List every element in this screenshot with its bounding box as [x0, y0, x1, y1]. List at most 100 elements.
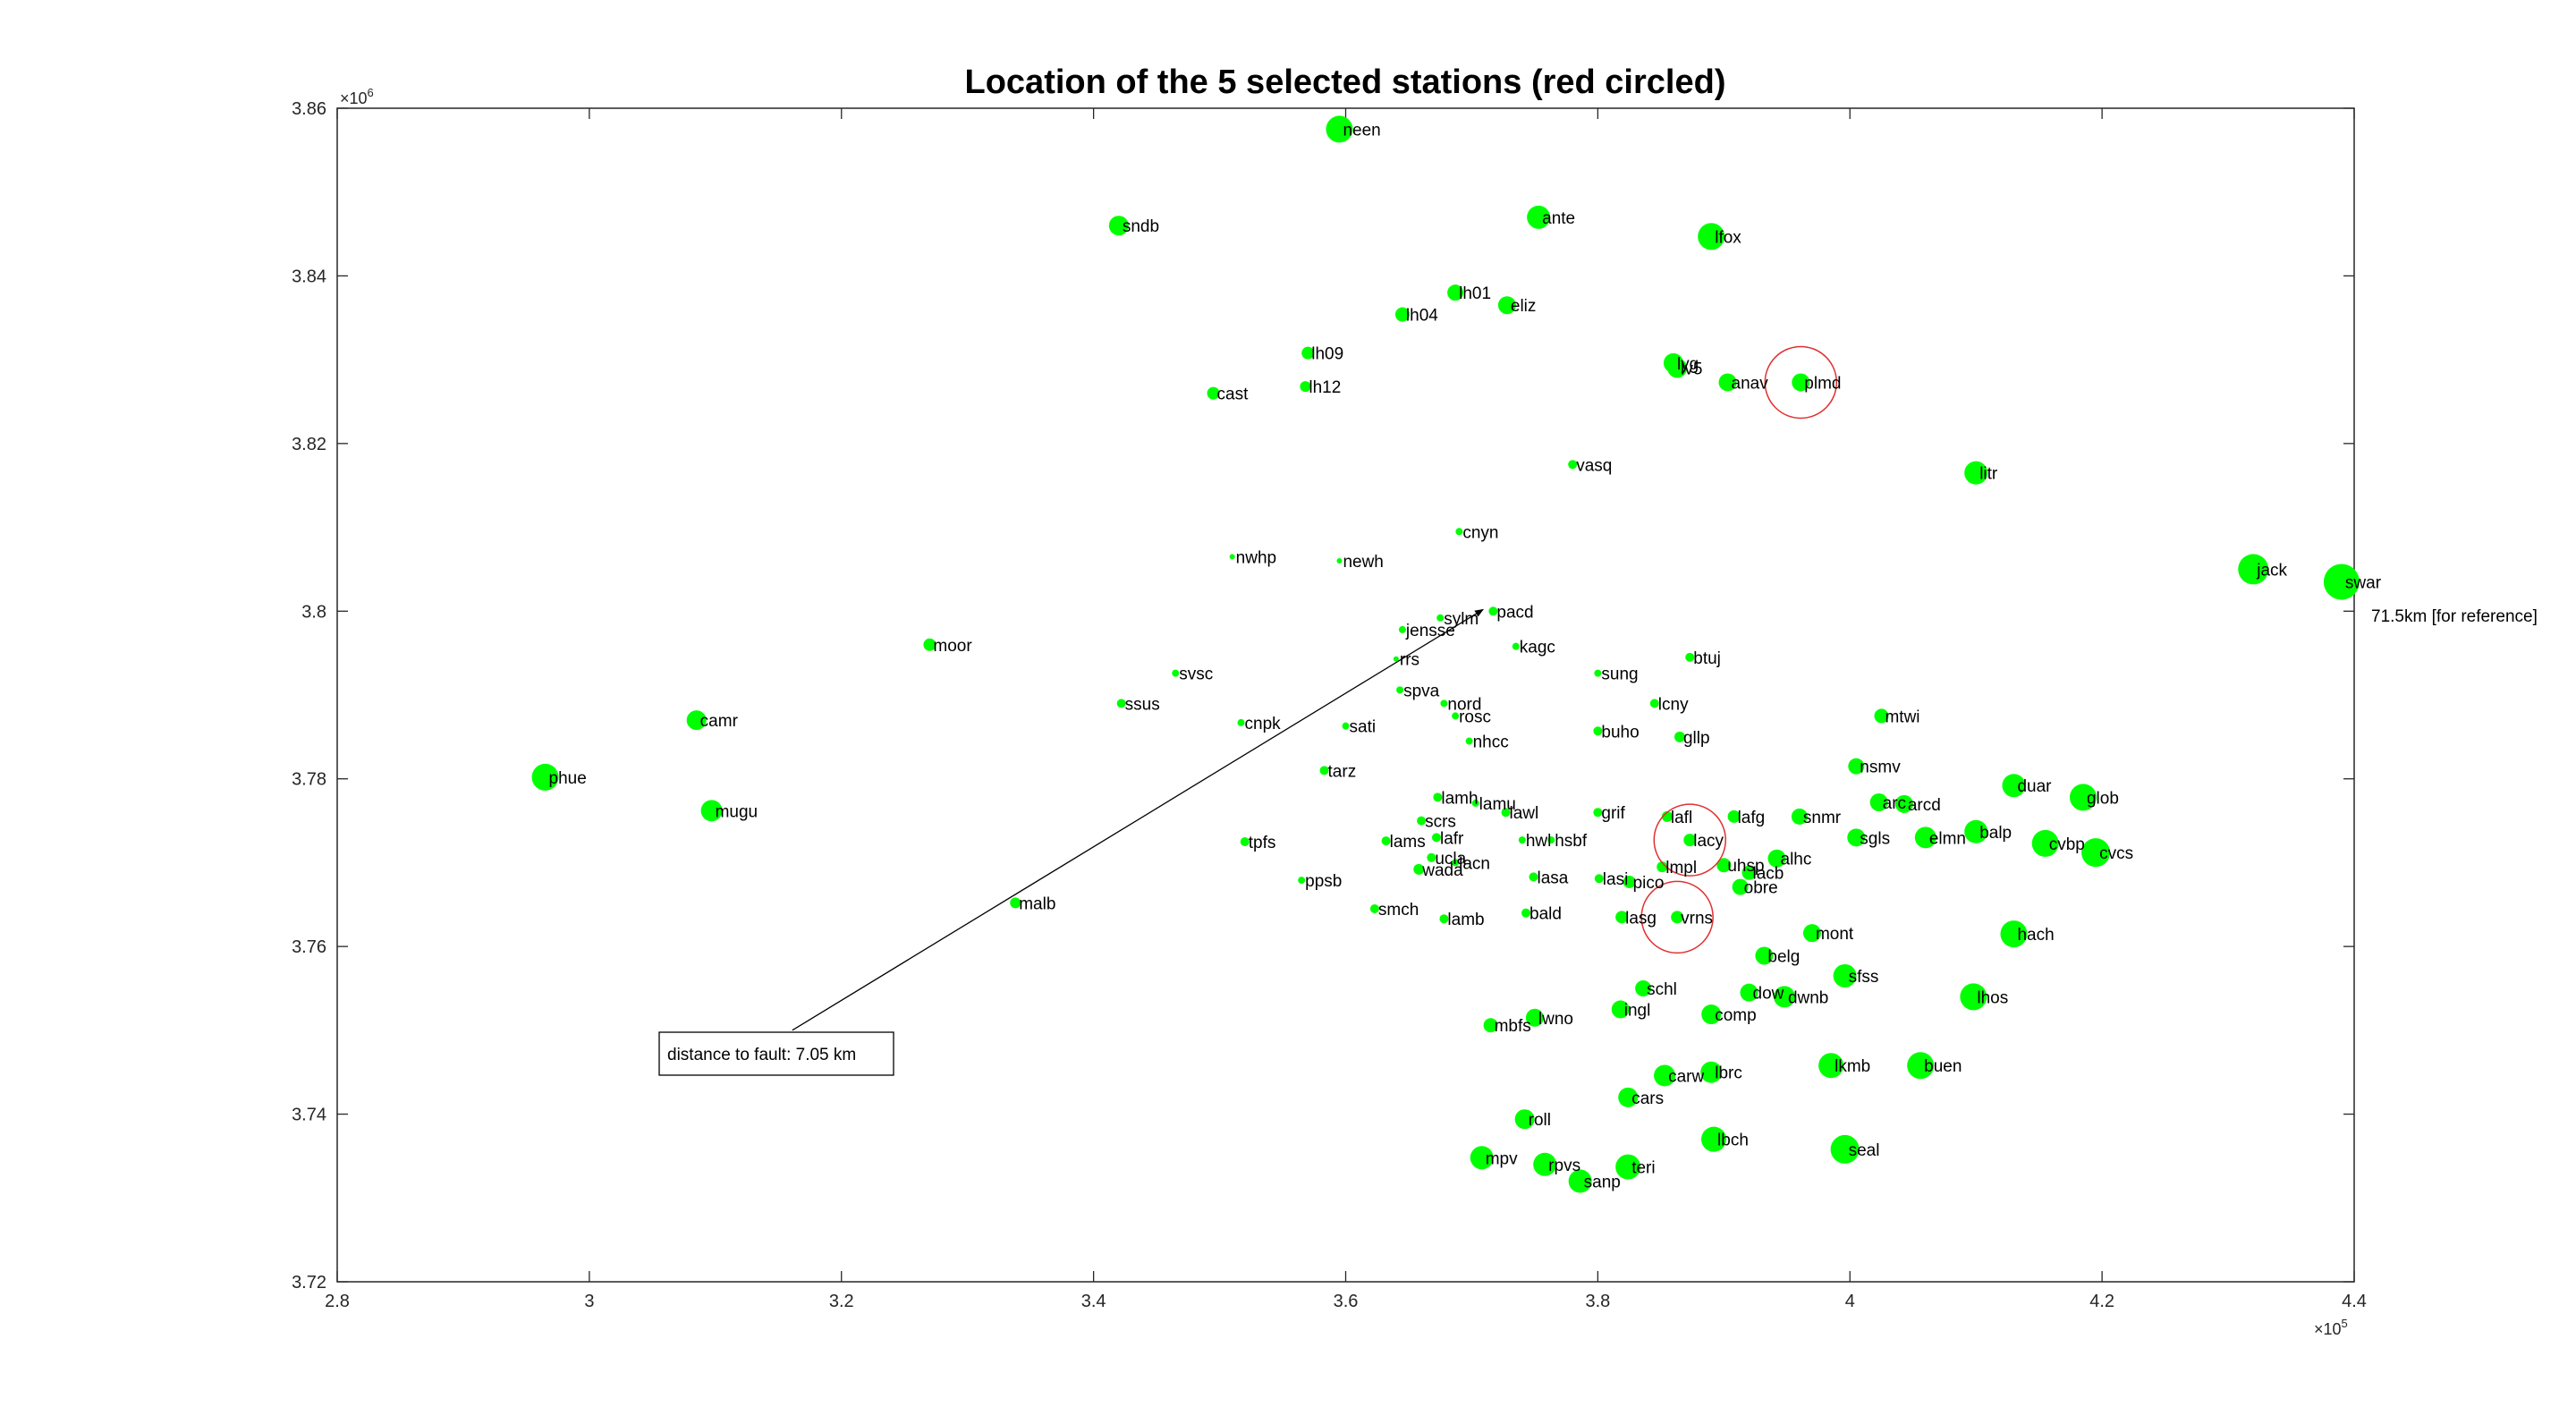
station-marker-lh04	[1394, 307, 1410, 322]
station-marker-pacd	[1488, 606, 1498, 616]
station-label-moor: moor	[933, 637, 972, 656]
y-tick-label: 3.84	[292, 267, 326, 286]
station-label-arc: arc	[1883, 794, 1906, 813]
station-label-uhsp: uhsp	[1727, 857, 1764, 876]
station-label-schl: schl	[1647, 980, 1677, 999]
x-exponent-power: 5	[2342, 1317, 2348, 1330]
station-marker-vasq	[1568, 460, 1578, 470]
station-marker-svsc	[1172, 669, 1180, 677]
fault-distance-arrow	[792, 608, 1484, 1031]
station-label-lh09: lh09	[1311, 345, 1343, 364]
station-marker-sfss	[1833, 963, 1857, 987]
station-label-lfox: lfox	[1715, 228, 1741, 247]
station-label-nord: nord	[1447, 695, 1481, 714]
y-tick-label: 3.86	[292, 99, 326, 119]
station-marker-spva	[1396, 686, 1404, 694]
station-label-lacb: lacb	[1753, 865, 1784, 884]
station-marker-balp	[1964, 819, 1988, 843]
selected-ring-vrns	[1640, 880, 1714, 954]
station-marker-lh12	[1300, 381, 1311, 393]
station-marker-lmpl	[1657, 861, 1668, 873]
station-marker-lacy	[1683, 834, 1697, 847]
station-label-ingl: ingl	[1624, 1001, 1651, 1020]
station-marker-arc	[1869, 793, 1888, 811]
station-marker-vrns	[1671, 911, 1684, 924]
station-marker-moor	[923, 638, 936, 651]
selected-ring-plmd	[1764, 345, 1838, 420]
station-label-lbrc: lbrc	[1715, 1064, 1742, 1083]
station-marker-elmn	[1914, 826, 1936, 849]
station-marker-gllp	[1674, 731, 1685, 742]
station-label-bald: bald	[1530, 905, 1562, 924]
station-label-cnpk: cnpk	[1245, 715, 1282, 733]
station-marker-hsbf	[1547, 836, 1555, 844]
station-marker-plmd	[1792, 373, 1810, 392]
station-marker-eliz	[1497, 296, 1516, 315]
station-label-cnyn: cnyn	[1462, 523, 1498, 542]
station-label-comp: comp	[1715, 1006, 1756, 1025]
x-tick-label: 4	[1845, 1292, 1855, 1311]
station-marker-cast	[1207, 386, 1220, 400]
station-marker-lhos	[1960, 983, 1987, 1011]
station-marker-scrs	[1417, 816, 1427, 826]
stations-layer	[531, 115, 2360, 1193]
station-marker-cvbp	[2031, 829, 2059, 857]
station-marker-lamb	[1439, 914, 1449, 924]
station-label-lasi: lasi	[1603, 870, 1629, 889]
station-marker-lv5	[1667, 358, 1688, 378]
station-label-eliz: eliz	[1511, 297, 1537, 316]
station-label-sanp: sanp	[1584, 1174, 1621, 1192]
distance-box-frame	[658, 1031, 894, 1076]
plot-area	[336, 107, 2355, 1283]
station-marker-mugu	[700, 800, 723, 822]
station-marker-nord	[1440, 699, 1448, 708]
station-label-nhcc: nhcc	[1473, 733, 1509, 752]
x-exponent-times: ×	[2314, 1320, 2324, 1338]
station-label-lamh: lamh	[1441, 789, 1478, 808]
station-label-mont: mont	[1816, 925, 1854, 944]
station-label-spva: spva	[1403, 682, 1440, 700]
station-label-rpvs: rpvs	[1548, 1157, 1580, 1175]
station-label-ucla: ucla	[1435, 850, 1466, 869]
station-marker-lacb	[1741, 865, 1757, 880]
station-label-hach: hach	[2017, 926, 2054, 945]
station-marker-grif	[1593, 808, 1603, 818]
station-label-lh04: lh04	[1406, 307, 1438, 326]
station-label-dwnb: dwnb	[1788, 988, 1828, 1007]
x-tick-label: 4.4	[2342, 1292, 2367, 1311]
station-label-carw: carw	[1668, 1067, 1704, 1086]
station-marker-lwno	[1525, 1008, 1544, 1027]
station-marker-alhc	[1767, 849, 1786, 868]
station-marker-lasg	[1615, 911, 1629, 924]
station-marker-cvcs	[2081, 838, 2111, 868]
y-tick-label: 3.8	[301, 602, 326, 622]
station-marker-cnpk	[1237, 718, 1245, 726]
y-exponent-base: 10	[350, 89, 368, 107]
x-tick-label: 3.4	[1081, 1292, 1106, 1311]
station-marker-uhsp	[1716, 858, 1732, 873]
station-marker-lh01	[1447, 284, 1464, 301]
station-label-lasg: lasg	[1625, 909, 1657, 928]
station-marker-lbrc	[1700, 1061, 1723, 1083]
station-label-malb: malb	[1019, 894, 1055, 913]
station-marker-lafg	[1727, 809, 1741, 823]
station-marker-carw	[1654, 1064, 1676, 1087]
station-marker-cnyn	[1455, 528, 1463, 536]
station-marker-ssus	[1116, 699, 1126, 708]
station-label-cvcs: cvcs	[2099, 844, 2133, 863]
x-exponent-label: ×105	[2314, 1317, 2348, 1338]
station-label-tarz: tarz	[1328, 762, 1357, 781]
station-marker-schl	[1635, 980, 1652, 996]
station-label-sylm: sylm	[1444, 610, 1479, 629]
station-marker-pico	[1623, 875, 1636, 888]
station-label-lmpl: lmpl	[1665, 859, 1697, 877]
x-exponent-base: 10	[2324, 1320, 2342, 1338]
station-label-lacn: lacn	[1459, 854, 1490, 873]
station-marker-buen	[1907, 1052, 1935, 1080]
station-marker-lawl	[1501, 808, 1511, 818]
station-label-dow: dow	[1753, 985, 1784, 1004]
station-marker-ingl	[1611, 1000, 1630, 1019]
x-tick-label: 3.2	[829, 1292, 854, 1311]
station-marker-kagc	[1512, 642, 1520, 650]
station-label-arcd: arcd	[1908, 796, 1941, 815]
